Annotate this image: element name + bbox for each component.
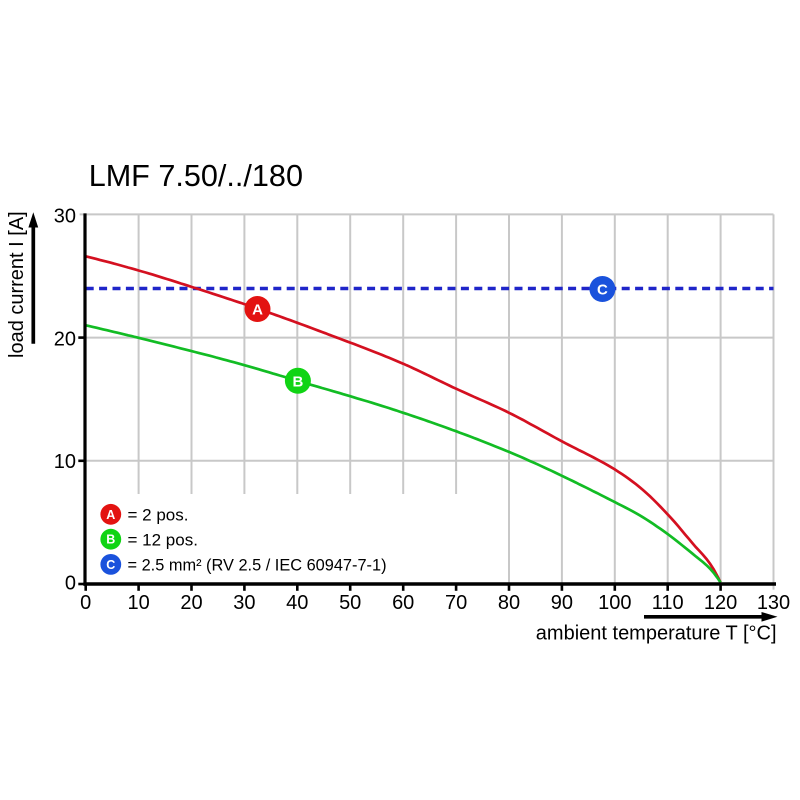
svg-text:0: 0 [80,592,91,614]
svg-text:10: 10 [127,592,149,614]
svg-text:0: 0 [65,572,76,594]
svg-text:30: 30 [54,205,76,227]
svg-text:90: 90 [551,592,573,614]
svg-text:ambient temperature T [°C]: ambient temperature T [°C] [536,622,777,644]
svg-text:B: B [106,533,115,547]
svg-text:60: 60 [392,592,414,614]
svg-text:120: 120 [704,592,737,614]
svg-text:110: 110 [652,592,684,614]
svg-text:130: 130 [757,592,790,614]
svg-text:10: 10 [54,451,76,473]
svg-text:80: 80 [498,592,520,614]
svg-text:LMF 7.50/../180: LMF 7.50/../180 [89,159,303,193]
svg-text:B: B [292,373,303,390]
svg-text:A: A [252,302,263,319]
svg-text:= 2.5 mm² (RV 2.5 / IEC 60947-: = 2.5 mm² (RV 2.5 / IEC 60947-7-1) [128,556,387,574]
svg-text:C: C [106,558,115,572]
svg-text:= 2 pos.: = 2 pos. [128,505,189,524]
svg-text:100: 100 [598,592,631,614]
svg-text:20: 20 [180,592,202,614]
svg-text:40: 40 [286,592,308,614]
svg-text:A: A [106,508,115,522]
svg-text:50: 50 [339,592,361,614]
svg-text:load current I [A]: load current I [A] [6,211,28,358]
svg-text:C: C [597,282,608,299]
svg-text:70: 70 [445,592,467,614]
svg-text:20: 20 [54,328,76,350]
svg-text:30: 30 [233,592,255,614]
svg-text:= 12 pos.: = 12 pos. [128,530,198,549]
